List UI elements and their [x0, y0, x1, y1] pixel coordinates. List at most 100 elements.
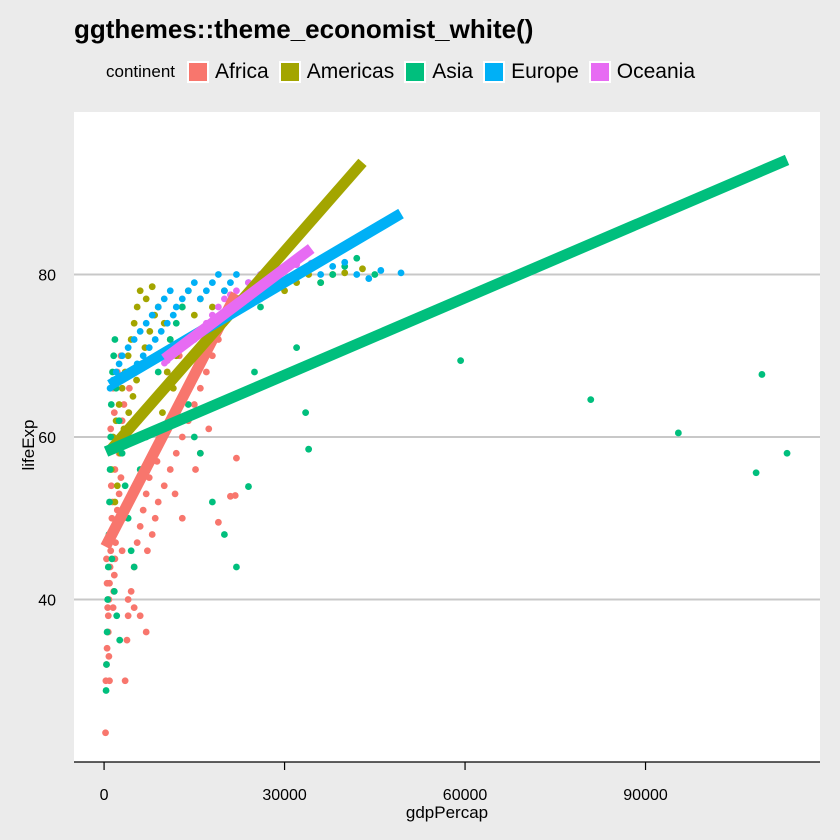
- data-point-americas: [113, 482, 121, 490]
- data-point-europe: [130, 336, 138, 343]
- data-point-africa: [205, 425, 213, 433]
- data-point-asia: [104, 563, 112, 571]
- data-point-africa: [178, 514, 186, 522]
- data-point-americas: [190, 311, 198, 319]
- data-point-europe: [157, 327, 165, 335]
- data-point-africa: [233, 454, 240, 462]
- data-point-americas: [148, 283, 156, 291]
- legend-item-europe: Europe: [483, 60, 579, 84]
- data-point-americas: [133, 303, 141, 311]
- legend-swatch-africa: [189, 63, 207, 81]
- data-point-asia: [113, 612, 121, 620]
- data-point-africa: [106, 677, 113, 685]
- data-point-asia: [106, 498, 113, 506]
- data-point-europe: [208, 279, 216, 287]
- data-point-americas: [129, 392, 137, 400]
- data-point-asia: [184, 401, 192, 408]
- data-point-americas: [125, 409, 133, 417]
- data-point-asia: [305, 445, 313, 453]
- data-point-europe: [166, 287, 174, 295]
- data-point-africa: [121, 677, 129, 685]
- y-axis-label: lifeExp: [19, 419, 38, 470]
- data-point-asia: [674, 429, 682, 437]
- data-point-africa: [107, 547, 115, 555]
- legend: continent Africa Americas Asia Europe Oc…: [106, 58, 705, 86]
- data-point-africa: [109, 604, 117, 612]
- legend-label-africa: Africa: [215, 60, 269, 83]
- data-point-africa: [117, 474, 125, 482]
- data-point-africa: [103, 555, 110, 563]
- data-point-africa: [124, 612, 132, 620]
- legend-label-oceania: Oceania: [616, 60, 696, 83]
- legend-item-asia: Asia: [404, 60, 473, 84]
- data-point-europe: [190, 279, 198, 287]
- data-point-europe: [169, 311, 177, 319]
- data-point-africa: [139, 506, 147, 514]
- legend-swatch-europe: [485, 63, 504, 81]
- data-point-europe: [353, 271, 361, 278]
- data-point-asia: [251, 368, 258, 376]
- data-point-asia: [107, 433, 115, 441]
- data-point-africa: [143, 547, 151, 555]
- legend-key-americas: [278, 61, 301, 83]
- legend-swatch-oceania: [590, 63, 609, 81]
- data-point-africa: [151, 514, 159, 522]
- data-point-africa: [190, 401, 198, 408]
- data-point-europe: [136, 327, 144, 335]
- legend-key-oceania: [588, 61, 611, 83]
- data-point-americas: [359, 265, 366, 273]
- data-point-asia: [103, 661, 110, 668]
- data-point-africa: [105, 652, 113, 660]
- data-point-europe: [397, 269, 405, 277]
- data-point-africa: [148, 531, 156, 538]
- data-point-asia: [178, 303, 186, 311]
- data-point-africa: [110, 571, 118, 579]
- legend-label-asia: Asia: [432, 60, 474, 83]
- data-point-asia: [302, 409, 310, 417]
- data-point-africa: [127, 587, 135, 595]
- legend-item-oceania: Oceania: [588, 60, 696, 84]
- data-point-asia: [110, 352, 118, 360]
- data-point-europe: [221, 287, 228, 295]
- data-point-asia: [783, 449, 791, 457]
- x-tick-label: 60000: [443, 787, 488, 804]
- data-point-asia: [371, 271, 379, 278]
- legend-item-americas: Americas: [278, 60, 394, 84]
- trend-lines: [100, 154, 790, 550]
- data-point-europe: [124, 344, 132, 352]
- data-point-americas: [142, 295, 150, 303]
- data-point-asia: [106, 466, 114, 473]
- legend-key-asia: [404, 61, 427, 83]
- data-point-africa: [136, 612, 144, 620]
- data-point-africa: [192, 466, 199, 473]
- data-point-asia: [353, 254, 361, 262]
- data-point-asia: [103, 628, 111, 636]
- data-point-asia: [172, 319, 180, 327]
- data-point-europe: [154, 303, 162, 311]
- data-point-oceania: [221, 295, 228, 303]
- data-point-americas: [163, 368, 171, 376]
- grid-lines: [74, 273, 820, 601]
- x-tick-label: 90000: [623, 787, 668, 804]
- data-point-americas: [341, 269, 349, 277]
- data-point-africa: [107, 482, 115, 490]
- data-point-europe: [365, 275, 373, 282]
- data-point-asia: [257, 303, 264, 311]
- y-axis-ticks: 40 60 80: [38, 268, 56, 610]
- data-point-asia: [107, 401, 115, 408]
- y-tick-label: 60: [38, 430, 56, 447]
- data-point-americas: [159, 409, 166, 417]
- data-point-europe: [148, 311, 156, 319]
- data-point-asia: [111, 336, 119, 343]
- y-tick-label: 80: [38, 268, 56, 285]
- x-axis-label: gdpPercap: [406, 803, 488, 822]
- data-point-asia: [102, 687, 110, 694]
- data-point-africa: [166, 466, 174, 473]
- data-point-europe: [151, 336, 159, 343]
- data-point-asia: [233, 563, 240, 571]
- data-point-europe: [178, 295, 186, 303]
- data-point-europe: [145, 344, 153, 352]
- data-point-asia: [115, 417, 123, 425]
- data-point-europe: [118, 352, 126, 360]
